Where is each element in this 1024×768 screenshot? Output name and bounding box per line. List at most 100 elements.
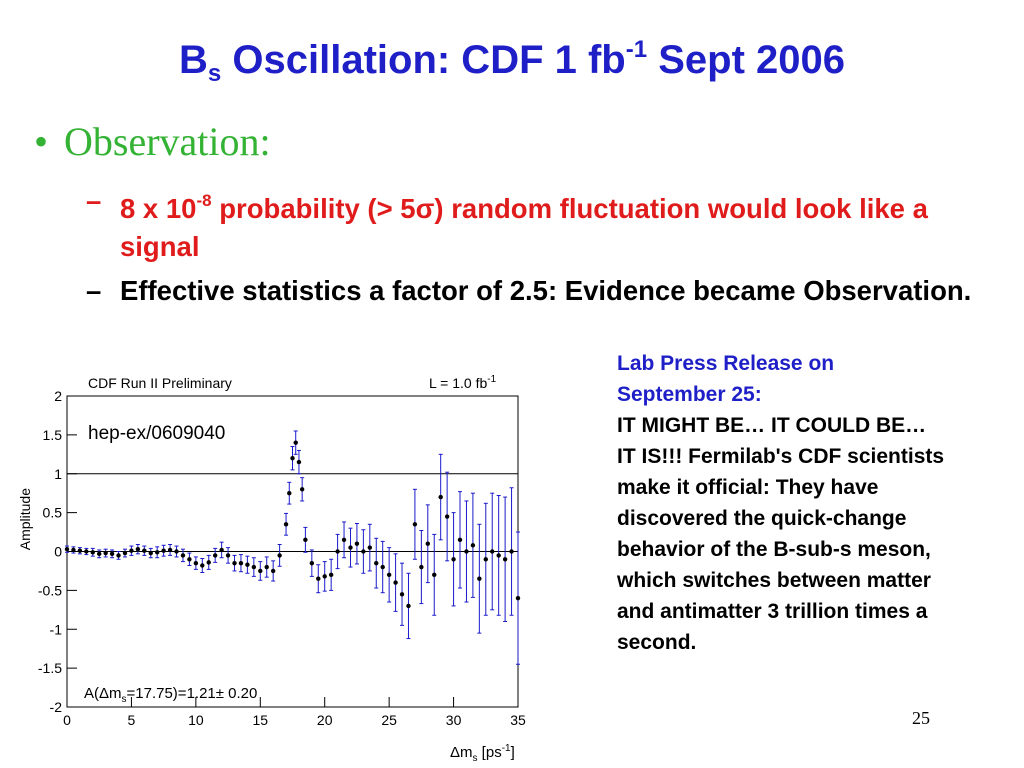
data-point xyxy=(293,440,298,445)
press-body: IT MIGHT BE… IT COULD BE… IT IS!!! Fermi… xyxy=(617,414,945,654)
data-point xyxy=(245,562,250,567)
data-point xyxy=(451,557,456,562)
data-point xyxy=(419,564,424,570)
data-point xyxy=(283,522,289,527)
x-tick-label: 0 xyxy=(63,712,71,728)
press-heading: Lab Press Release on September 25: xyxy=(617,352,835,406)
chart-title: CDF Run II Preliminary xyxy=(88,375,232,391)
data-point xyxy=(142,548,147,553)
data-point xyxy=(380,564,385,570)
data-point xyxy=(303,537,308,543)
data-point xyxy=(161,548,166,553)
data-point xyxy=(264,564,269,570)
x-axis-ticks: 0 5 10 15 20 25 30 35 xyxy=(63,697,526,728)
data-point xyxy=(296,459,302,465)
data-point xyxy=(399,592,405,597)
data-point xyxy=(367,545,373,550)
data-point xyxy=(290,456,295,461)
data-point xyxy=(354,541,360,546)
data-point xyxy=(174,549,179,554)
data-point xyxy=(135,546,141,552)
data-point xyxy=(502,557,508,562)
data-point xyxy=(316,576,321,581)
press-release: Lab Press Release on September 25: IT MI… xyxy=(617,348,947,658)
data-point xyxy=(432,572,437,578)
x-tick-label: 15 xyxy=(252,712,268,728)
data-point xyxy=(122,550,128,556)
data-point xyxy=(251,564,257,570)
dash-icon: – xyxy=(86,275,102,306)
data-point xyxy=(470,543,476,548)
data-point xyxy=(232,560,237,566)
data-point xyxy=(328,572,334,578)
bullet-dot-icon: • xyxy=(34,119,49,164)
y-tick-label: -2 xyxy=(50,699,63,715)
data-point xyxy=(277,553,282,558)
data-point xyxy=(64,546,70,552)
y-tick-label: 2 xyxy=(54,388,62,404)
data-point xyxy=(496,553,501,558)
bullet-observation: • Observation: xyxy=(34,119,271,164)
data-series xyxy=(64,430,521,665)
data-point xyxy=(464,549,469,554)
data-point xyxy=(77,548,83,553)
data-point xyxy=(348,545,353,550)
y-tick-label: 0 xyxy=(54,544,62,560)
data-point xyxy=(212,553,218,558)
sub-bullet-text: Effective statistics a factor of 2.5: Ev… xyxy=(120,275,972,306)
reference-label: hep-ex/0609040 xyxy=(88,423,225,444)
data-point xyxy=(84,549,89,554)
page-number: 25 xyxy=(912,708,930,728)
amplitude-chart: -2 -1.5 -1 -0.5 0 0.5 1 1.5 2 0 5 10 15 20 25 30 35 CDF… xyxy=(17,374,526,764)
data-point xyxy=(258,568,263,574)
data-point xyxy=(219,547,224,553)
data-point xyxy=(299,487,305,492)
data-point xyxy=(200,563,205,568)
data-point xyxy=(412,522,418,527)
data-point xyxy=(509,549,514,554)
x-tick-label: 10 xyxy=(188,712,204,728)
data-point xyxy=(225,553,231,558)
data-point xyxy=(103,550,108,556)
data-point xyxy=(386,572,392,578)
data-point xyxy=(148,550,153,556)
x-tick-label: 25 xyxy=(381,712,397,728)
data-point xyxy=(116,553,121,558)
y-tick-label: -1 xyxy=(50,621,63,637)
y-axis-ticks: -2 -1.5 -1 -0.5 0 0.5 1 1.5 2 xyxy=(38,388,77,715)
data-point xyxy=(335,549,340,554)
data-point xyxy=(270,568,276,574)
slide-title: Bs Oscillation: CDF 1 fb-1 Sept 2006 xyxy=(179,36,845,87)
data-point xyxy=(438,494,443,500)
data-point xyxy=(309,560,315,566)
data-point xyxy=(97,551,102,557)
sub-bullet-text: 8 x 10-8 probability (> 5σ) random fluct… xyxy=(120,191,928,262)
dash-icon: – xyxy=(86,185,102,216)
y-tick-label: -0.5 xyxy=(38,582,62,598)
data-point xyxy=(180,553,186,558)
data-point xyxy=(167,547,173,553)
data-point xyxy=(374,560,379,566)
y-tick-label: 1 xyxy=(54,466,62,482)
y-tick-label: 0.5 xyxy=(43,505,63,521)
data-point xyxy=(206,560,211,565)
data-point xyxy=(444,514,450,519)
data-point xyxy=(490,549,495,554)
data-point xyxy=(109,551,115,557)
data-point xyxy=(90,550,95,555)
x-tick-label: 5 xyxy=(128,712,136,728)
data-point xyxy=(341,537,347,543)
data-point xyxy=(406,603,411,609)
y-tick-label: -1.5 xyxy=(38,660,62,676)
luminosity-label: L = 1.0 fb-1 xyxy=(429,374,497,391)
data-point xyxy=(483,557,488,562)
data-point xyxy=(457,537,463,543)
data-point xyxy=(425,541,430,546)
data-point xyxy=(193,560,199,566)
data-point xyxy=(393,580,398,585)
x-tick-label: 20 xyxy=(317,712,333,728)
data-point xyxy=(238,560,244,566)
data-point xyxy=(322,574,327,579)
y-axis-label: Amplitude xyxy=(17,488,33,550)
data-point xyxy=(287,490,292,496)
